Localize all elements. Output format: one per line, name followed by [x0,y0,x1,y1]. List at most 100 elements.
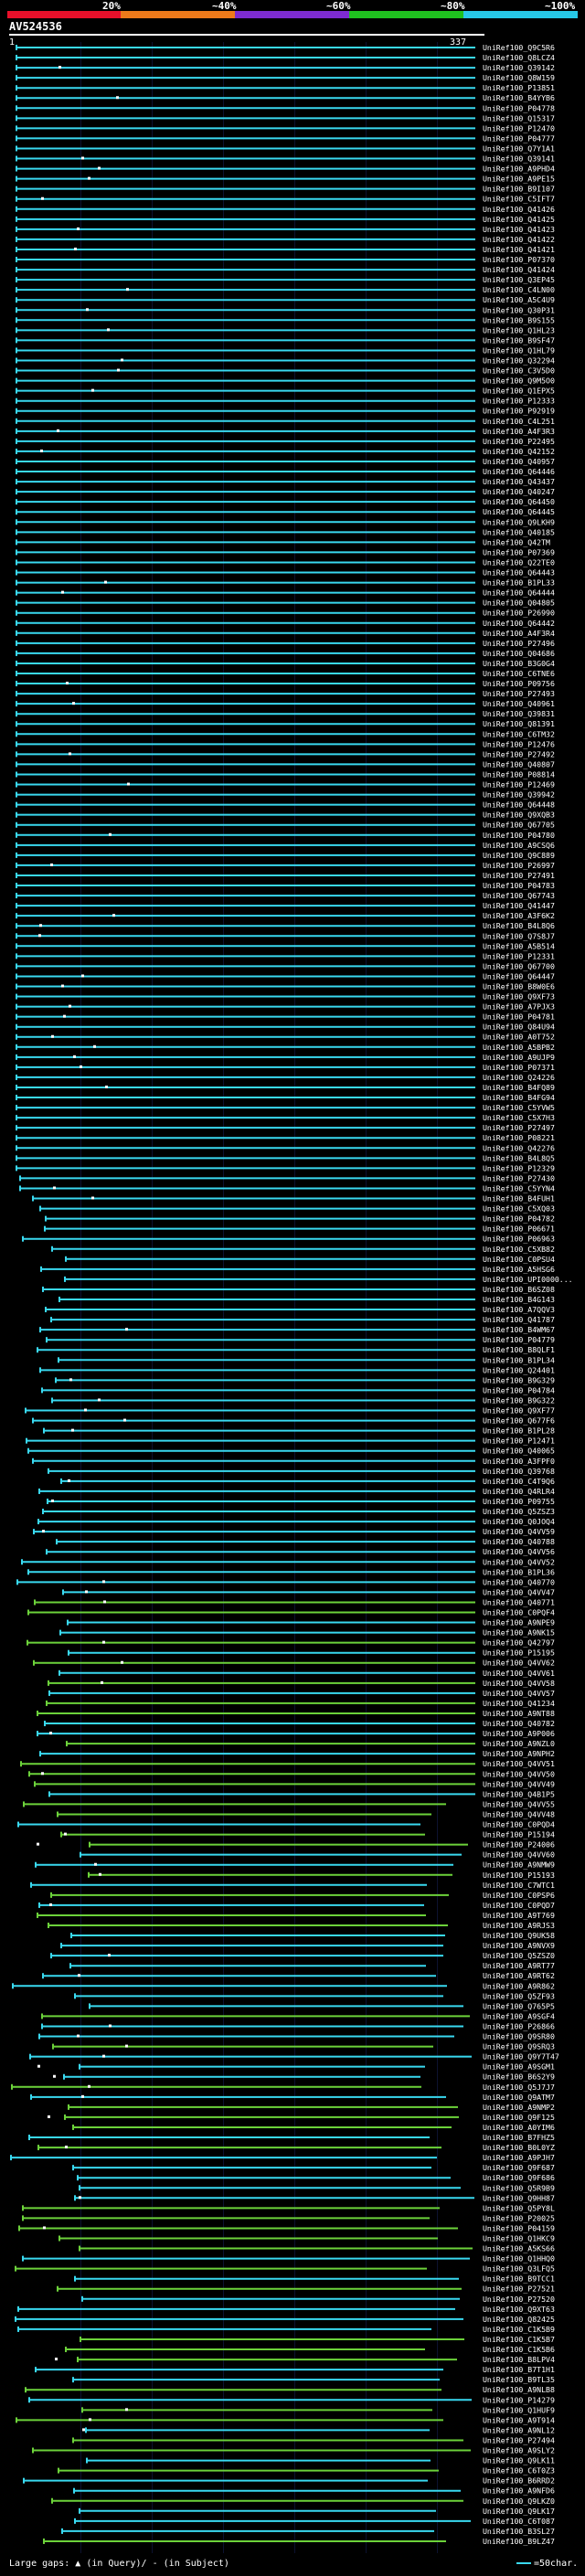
hit-label[interactable]: UniRef100_B1PL28 [483,1426,555,1436]
hit-label[interactable]: UniRef100_Q1EPX5 [483,387,555,396]
hit-label[interactable]: UniRef100_Q64448 [483,800,555,810]
hit-label[interactable]: UniRef100_Q1HHQ0 [483,2254,555,2263]
hit-label[interactable]: UniRef100_B4L8Q6 [483,921,555,930]
hit-label[interactable]: UniRef100_Q64450 [483,497,555,506]
hit-label[interactable]: UniRef100_P27494 [483,2435,555,2444]
hit-label[interactable]: UniRef100_A9SLY2 [483,2446,555,2455]
hit-label[interactable]: UniRef100_Q39141 [483,154,555,164]
hit-label[interactable]: UniRef100_Q4VV49 [483,1779,555,1788]
hit-label[interactable]: UniRef100_P92919 [483,407,555,416]
hit-label[interactable]: UniRef100_P07369 [483,547,555,557]
hit-label[interactable]: UniRef100_P12329 [483,1163,555,1172]
hit-label[interactable]: UniRef100_Q42276 [483,1143,555,1152]
hit-label[interactable]: UniRef100_P04782 [483,1214,555,1224]
hit-label[interactable]: UniRef100_A9NFD6 [483,2486,555,2496]
hit-label[interactable]: UniRef100_Q9SR80 [483,2032,555,2041]
hit-label[interactable]: UniRef100_Q81391 [483,719,555,728]
hit-label[interactable]: UniRef100_A9NZL0 [483,1739,555,1748]
hit-label[interactable]: UniRef100_Q67700 [483,961,555,970]
hit-label[interactable]: UniRef100_Q9F686 [483,2173,555,2182]
hit-label[interactable]: UniRef100_P07370 [483,255,555,264]
hit-label[interactable]: UniRef100_P27430 [483,1173,555,1182]
hit-label[interactable]: UniRef100_B4L8Q5 [483,1153,555,1162]
hit-label[interactable]: UniRef100_Q5PY8L [483,2203,555,2212]
hit-label[interactable]: UniRef100_P04777 [483,133,555,143]
hit-label[interactable]: UniRef100_B4FUH1 [483,1194,555,1203]
hit-label[interactable]: UniRef100_C6TNE6 [483,669,555,678]
hit-label[interactable]: UniRef100_B8W0E6 [483,982,555,991]
hit-label[interactable]: UniRef100_Q41787 [483,1315,555,1324]
hit-label[interactable]: UniRef100_B6SZ08 [483,1285,555,1294]
hit-label[interactable]: UniRef100_Q3LFQ5 [483,2264,555,2274]
hit-label[interactable]: UniRef100_Q5J7J7 [483,2083,555,2092]
hit-label[interactable]: UniRef100_Q39942 [483,790,555,800]
hit-label[interactable]: UniRef100_P22495 [483,437,555,446]
hit-label[interactable]: UniRef100_Q9LK11 [483,2456,555,2465]
hit-label[interactable]: UniRef100_Q9ATM7 [483,2093,555,2102]
hit-label[interactable]: UniRef100_UPI0000... [483,1275,573,1284]
hit-label[interactable]: UniRef100_Q5ZSZ0 [483,1951,555,1960]
hit-label[interactable]: UniRef100_C0PQD7 [483,1901,555,1910]
hit-label[interactable]: UniRef100_Q4VV61 [483,1669,555,1678]
hit-label[interactable]: UniRef100_Q40788 [483,1537,555,1546]
hit-label[interactable]: UniRef100_A5B514 [483,941,555,950]
hit-label[interactable]: UniRef100_Q82425 [483,2315,555,2324]
hit-label[interactable]: UniRef100_Q40185 [483,527,555,536]
hit-label[interactable]: UniRef100_Q40247 [483,487,555,496]
hit-label[interactable]: UniRef100_P27521 [483,2284,555,2294]
hit-label[interactable]: UniRef100_B9SF47 [483,335,555,345]
hit-label[interactable]: UniRef100_Q0JOQ4 [483,1517,555,1526]
hit-label[interactable]: UniRef100_P27496 [483,639,555,648]
hit-label[interactable]: UniRef100_A0T752 [483,1033,555,1042]
hit-label[interactable]: UniRef100_P04779 [483,1335,555,1344]
hit-label[interactable]: UniRef100_P04159 [483,2223,555,2232]
hit-label[interactable]: UniRef100_Q8W159 [483,73,555,82]
hit-label[interactable]: UniRef100_P08814 [483,769,555,779]
hit-label[interactable]: UniRef100_Q40782 [483,1719,555,1728]
hit-label[interactable]: UniRef100_Q9HH87 [483,2193,555,2202]
hit-label[interactable]: UniRef100_B8LPV4 [483,2355,555,2364]
hit-label[interactable]: UniRef100_Q67743 [483,891,555,900]
hit-label[interactable]: UniRef100_B6S2Y9 [483,2072,555,2082]
hit-label[interactable]: UniRef100_Q4B1P5 [483,1789,555,1798]
hit-label[interactable]: UniRef100_A3FPF0 [483,1457,555,1466]
hit-label[interactable]: UniRef100_P26866 [483,2021,555,2030]
hit-label[interactable]: UniRef100_Q9XF77 [483,1406,555,1415]
hit-label[interactable]: UniRef100_B9G329 [483,1375,555,1384]
hit-label[interactable]: UniRef100_A9NT88 [483,1709,555,1718]
hit-label[interactable]: UniRef100_A9SGF4 [483,2011,555,2020]
hit-label[interactable]: UniRef100_Q4VV62 [483,1659,555,1668]
hit-label[interactable]: UniRef100_Q41234 [483,1699,555,1708]
hit-label[interactable]: UniRef100_Q64444 [483,588,555,598]
hit-label[interactable]: UniRef100_P04780 [483,831,555,840]
hit-label[interactable]: UniRef100_P09755 [483,1497,555,1506]
hit-label[interactable]: UniRef100_B3SL27 [483,2527,555,2536]
hit-label[interactable]: UniRef100_Q9F687 [483,2163,555,2172]
hit-label[interactable]: UniRef100_P12470 [483,123,555,133]
hit-label[interactable]: UniRef100_P07371 [483,1063,555,1072]
hit-label[interactable]: UniRef100_Q64443 [483,568,555,578]
hit-label[interactable]: UniRef100_C5XQ03 [483,1204,555,1214]
hit-label[interactable]: UniRef100_Q64447 [483,971,555,981]
hit-label[interactable]: UniRef100_Q8LCZ4 [483,53,555,62]
hit-label[interactable]: UniRef100_C4L251 [483,417,555,426]
hit-label[interactable]: UniRef100_Q41426 [483,205,555,214]
hit-label[interactable]: UniRef100_Q32294 [483,356,555,366]
hit-label[interactable]: UniRef100_P26990 [483,609,555,618]
hit-label[interactable]: UniRef100_Q41423 [483,225,555,234]
hit-label[interactable]: UniRef100_A9NLB8 [483,2385,555,2394]
hit-label[interactable]: UniRef100_A9NK15 [483,1628,555,1638]
hit-label[interactable]: UniRef100_A9NPE9 [483,1618,555,1627]
hit-label[interactable]: UniRef100_P06671 [483,1224,555,1234]
hit-label[interactable]: UniRef100_P27493 [483,689,555,698]
hit-label[interactable]: UniRef100_Q67705 [483,821,555,830]
hit-label[interactable]: UniRef100_A9UJP9 [483,1053,555,1062]
hit-label[interactable]: UniRef100_C6T087 [483,2517,555,2526]
hit-label[interactable]: UniRef100_Q04805 [483,599,555,608]
hit-label[interactable]: UniRef100_P26997 [483,861,555,870]
hit-label[interactable]: UniRef100_C0PQF4 [483,1608,555,1617]
hit-label[interactable]: UniRef100_P13851 [483,83,555,92]
hit-label[interactable]: UniRef100_B7T1H1 [483,2365,555,2374]
hit-label[interactable]: UniRef100_Q677F6 [483,1416,555,1426]
hit-label[interactable]: UniRef100_Q22TE0 [483,557,555,567]
